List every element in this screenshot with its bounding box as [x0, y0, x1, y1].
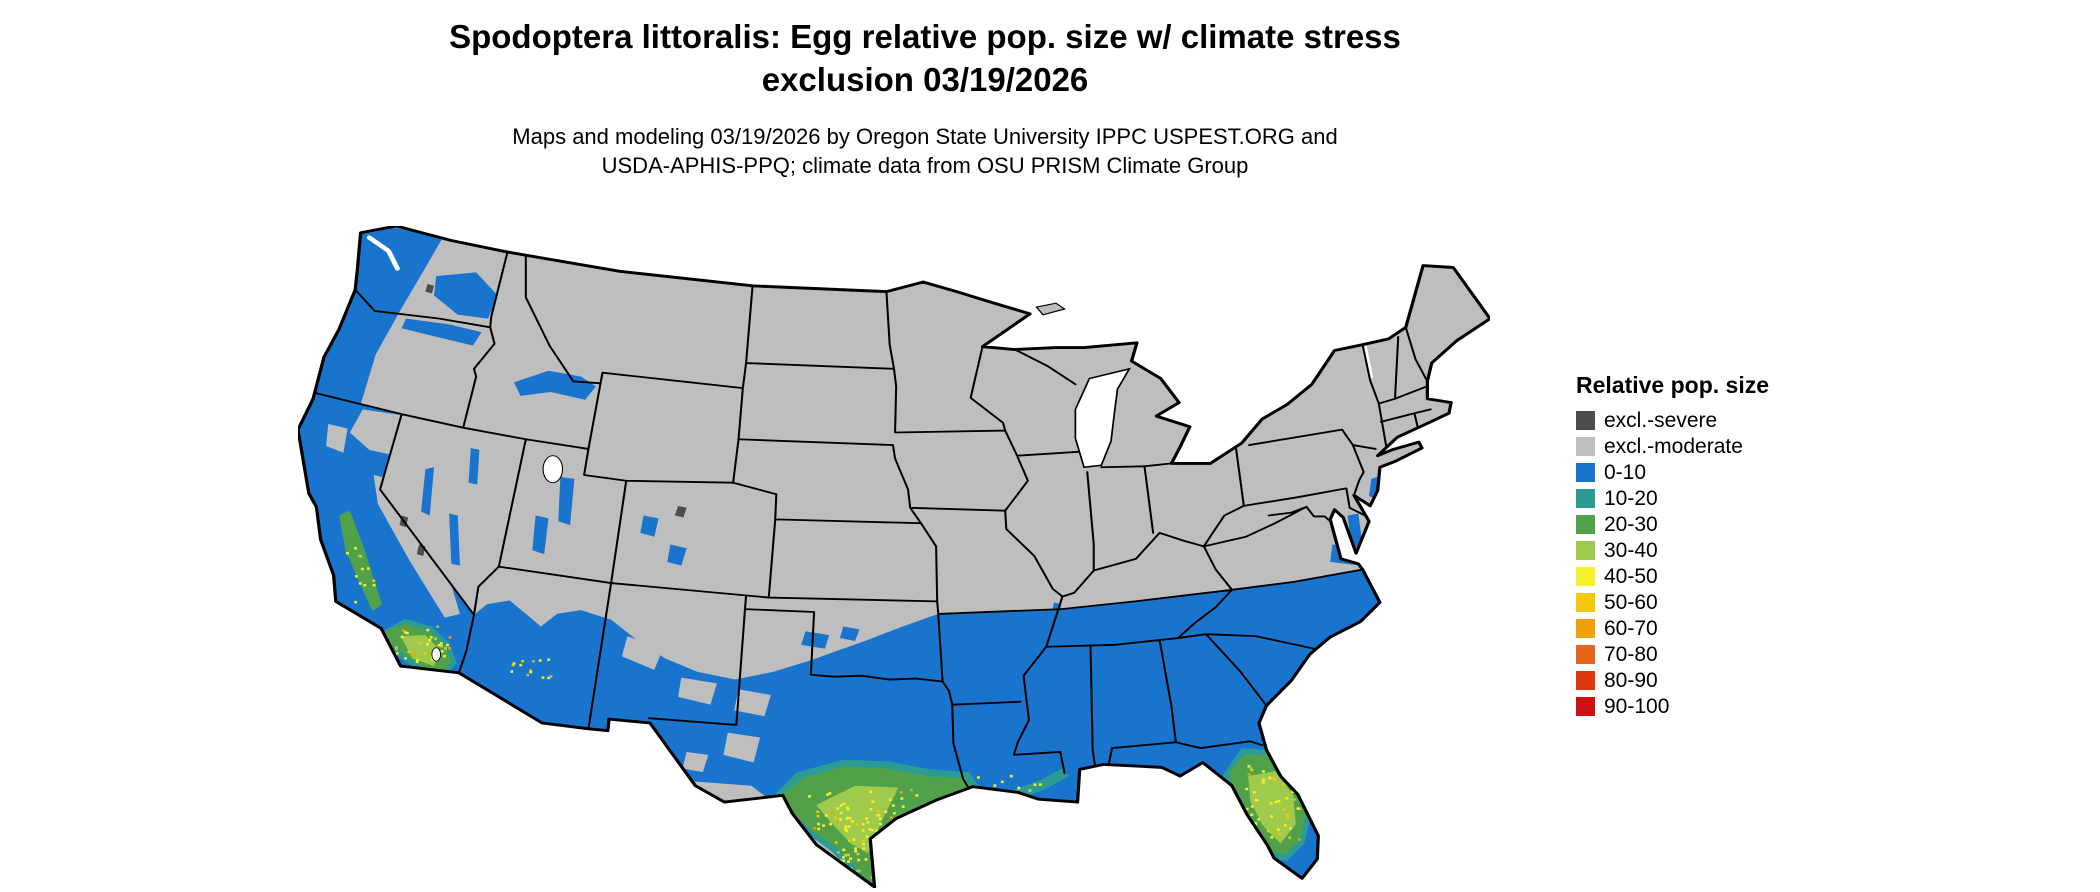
legend-item: excl.-severe	[1576, 409, 1836, 432]
legend-item: 0-10	[1576, 461, 1836, 484]
lake-champlain	[1362, 343, 1374, 379]
map-subtitle-line1: Maps and modeling 03/19/2026 by Oregon S…	[512, 123, 1338, 149]
legend-swatch	[1576, 567, 1595, 586]
legend-swatch	[1576, 437, 1595, 456]
legend-item-label: 10-20	[1604, 487, 1658, 510]
map-title-line2: exclusion 03/19/2026	[761, 60, 1089, 98]
state-borders	[314, 251, 1432, 789]
legend-swatch	[1576, 515, 1595, 534]
legend-item-label: excl.-moderate	[1604, 435, 1743, 458]
legend-swatch	[1576, 411, 1595, 430]
puget-sound	[366, 235, 400, 271]
legend-item-label: 60-70	[1604, 617, 1658, 640]
legend-title: Relative pop. size	[1576, 372, 1770, 398]
us-outline	[298, 226, 1490, 888]
salton-sea	[431, 647, 441, 662]
legend-item: 60-70	[1576, 617, 1836, 640]
map-title: Spodoptera littoralis: Egg relative pop.…	[0, 16, 1850, 102]
lake-michigan	[1074, 367, 1132, 469]
legend-item: 50-60	[1576, 591, 1836, 614]
legend-swatch	[1576, 489, 1595, 508]
legend-item-label: excl.-severe	[1604, 409, 1718, 432]
legend-swatch	[1576, 697, 1595, 716]
legend-item: 20-30	[1576, 513, 1836, 536]
legend-item-label: 70-80	[1604, 643, 1658, 666]
map-subtitle-line2: USDA-APHIS-PPQ; climate data from OSU PR…	[601, 153, 1249, 179]
legend-item-label: 80-90	[1604, 669, 1658, 692]
map-fill-layers	[298, 226, 1490, 888]
legend-item-label: 40-50	[1604, 565, 1658, 588]
legend-item-label: 50-60	[1604, 591, 1658, 614]
legend-swatch	[1576, 463, 1595, 482]
legend-item: 40-50	[1576, 565, 1836, 588]
legend-item: 90-100	[1576, 695, 1836, 718]
legend-item: 80-90	[1576, 669, 1836, 692]
legend-item: 70-80	[1576, 643, 1836, 666]
legend-swatch	[1576, 671, 1595, 690]
legend-item-label: 30-40	[1604, 539, 1658, 562]
legend-items: excl.-severe excl.-moderate 0-10 10-20 20-30…	[1576, 409, 1836, 718]
legend-swatch	[1576, 619, 1595, 638]
legend-item: 10-20	[1576, 487, 1836, 510]
legend-item: 30-40	[1576, 539, 1836, 562]
legend-swatch	[1576, 645, 1595, 664]
legend: Relative pop. size excl.-severe excl.-mod…	[1576, 372, 1836, 723]
legend-swatch	[1576, 541, 1595, 560]
legend-item-label: 90-100	[1604, 695, 1670, 718]
us-map-svg	[298, 226, 1490, 888]
legend-item: excl.-moderate	[1576, 435, 1836, 458]
isle-royale	[1035, 302, 1067, 316]
legend-item-label: 20-30	[1604, 513, 1658, 536]
map-title-line1: Spodoptera littoralis: Egg relative pop.…	[449, 18, 1401, 55]
us-choropleth-map	[298, 226, 1490, 888]
legend-item-label: 0-10	[1604, 461, 1647, 484]
great-salt-lake	[542, 455, 564, 484]
header: Spodoptera littoralis: Egg relative pop.…	[0, 16, 1850, 181]
map-subtitle: Maps and modeling 03/19/2026 by Oregon S…	[0, 122, 1850, 181]
excluded-patches	[326, 409, 771, 773]
legend-swatch	[1576, 593, 1595, 612]
